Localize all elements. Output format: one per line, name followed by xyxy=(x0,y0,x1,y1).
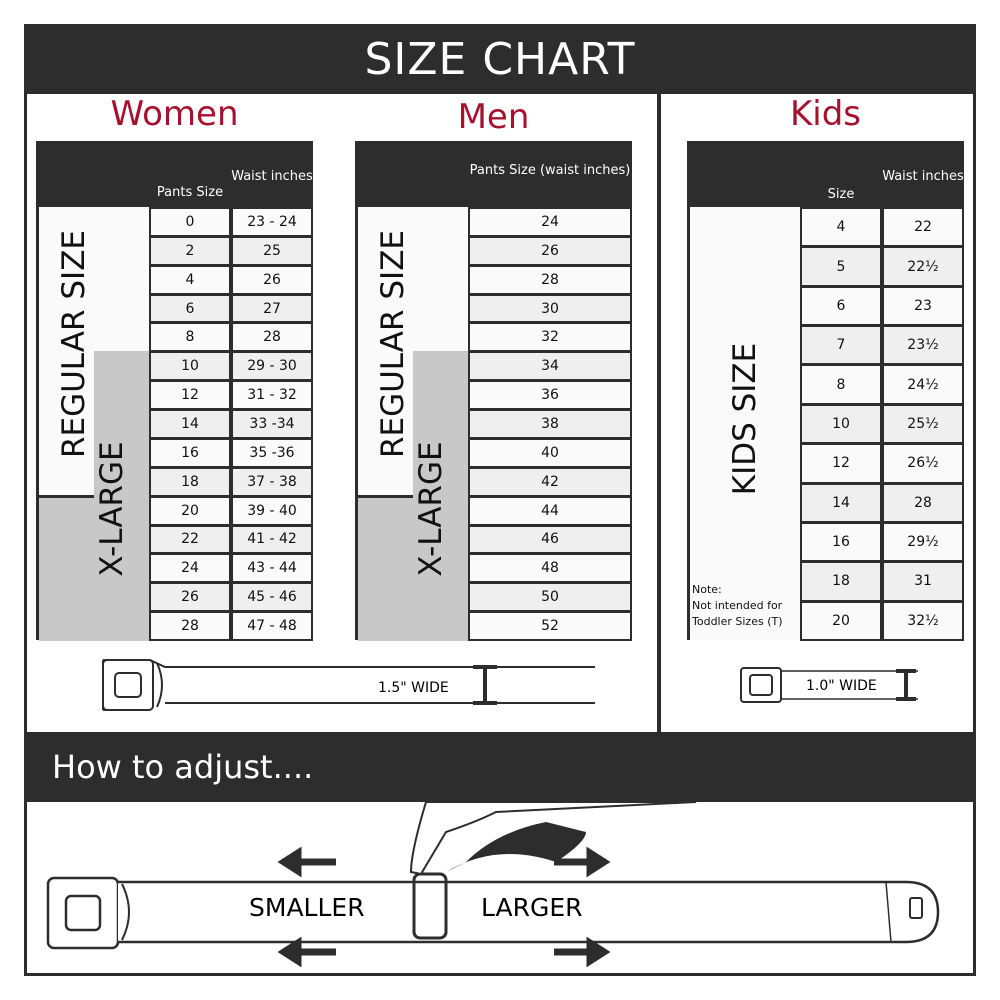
men-size-cell: 46 xyxy=(468,524,632,555)
women-xlarge-label: X-LARGE xyxy=(94,441,130,577)
women-size-cell: 4 xyxy=(149,264,231,295)
kids-waist-cell: 24½ xyxy=(882,364,964,405)
section-divider xyxy=(657,93,661,733)
women-size-cell: 10 xyxy=(149,351,231,382)
women-waist-cell: 29 - 30 xyxy=(231,351,313,382)
women-table: Pants Size Waist inches REGULAR SIZE X-L… xyxy=(36,141,313,641)
kids-size-cell: 10 xyxy=(800,403,882,445)
men-size-cell: 24 xyxy=(468,207,632,237)
men-size-cell: 28 xyxy=(468,264,632,295)
kids-size-cell: 16 xyxy=(800,521,882,563)
kids-waist-cell: 29½ xyxy=(882,521,964,563)
kids-label: KIDS SIZE xyxy=(727,342,763,496)
kids-col-waist: Waist inches xyxy=(882,169,964,184)
women-size-cell: 18 xyxy=(149,466,231,497)
women-size-cell: 8 xyxy=(149,322,231,353)
kids-size-cell: 18 xyxy=(800,561,882,602)
women-waist-cell: 23 - 24 xyxy=(231,207,313,237)
kids-size-cell: 14 xyxy=(800,482,882,523)
adjust-belt-illustration xyxy=(46,802,940,968)
women-size-cell: 20 xyxy=(149,495,231,526)
kids-title: Kids xyxy=(789,94,862,134)
women-belt-width: 1.5" WIDE xyxy=(378,680,449,696)
women-waist-cell: 47 - 48 xyxy=(231,611,313,641)
men-size-cell: 40 xyxy=(468,437,632,468)
kids-waist-cell: 32½ xyxy=(882,600,964,641)
kids-waist-cell: 22 xyxy=(882,207,964,248)
how-to-adjust-heading: How to adjust.... xyxy=(24,732,976,802)
men-size-cell: 26 xyxy=(468,235,632,266)
page-title: SIZE CHART xyxy=(24,24,976,94)
women-size-cell: 2 xyxy=(149,235,231,266)
kids-waist-cell: 26½ xyxy=(882,443,964,484)
women-waist-cell: 27 xyxy=(231,293,313,324)
men-size-cell: 34 xyxy=(468,351,632,382)
men-size-cell: 44 xyxy=(468,495,632,526)
men-col-size: Pants Size (waist inches) xyxy=(469,163,631,178)
men-size-cell: 48 xyxy=(468,553,632,584)
men-regular-label: REGULAR SIZE xyxy=(375,229,411,459)
kids-size-cell: 12 xyxy=(800,443,882,484)
men-size-cell: 38 xyxy=(468,409,632,439)
men-table: Pants Size (waist inches) REGULAR SIZE X… xyxy=(355,141,632,641)
women-waist-cell: 37 - 38 xyxy=(231,466,313,497)
women-size-cell: 6 xyxy=(149,293,231,324)
kids-waist-cell: 23 xyxy=(882,285,964,327)
women-size-cell: 12 xyxy=(149,380,231,411)
women-size-cell: 16 xyxy=(149,437,231,468)
men-size-cell: 42 xyxy=(468,466,632,497)
men-size-cell: 30 xyxy=(468,293,632,324)
kids-col-size: Size xyxy=(827,187,855,202)
women-waist-cell: 28 xyxy=(231,322,313,353)
women-size-cell: 26 xyxy=(149,582,231,613)
women-waist-cell: 26 xyxy=(231,264,313,295)
kids-waist-cell: 25½ xyxy=(882,403,964,445)
kids-waist-cell: 31 xyxy=(882,561,964,602)
kids-waist-cell: 22½ xyxy=(882,246,964,287)
women-regular-label: REGULAR SIZE xyxy=(56,229,92,459)
women-waist-cell: 45 - 46 xyxy=(231,582,313,613)
women-waist-cell: 35 -36 xyxy=(231,437,313,468)
women-size-cell: 0 xyxy=(149,207,231,237)
men-xlarge-label: X-LARGE xyxy=(413,441,449,577)
men-size-cell: 52 xyxy=(468,611,632,641)
women-size-cell: 14 xyxy=(149,409,231,439)
women-waist-cell: 33 -34 xyxy=(231,409,313,439)
larger-label: LARGER xyxy=(481,893,583,922)
women-size-cell: 24 xyxy=(149,553,231,584)
women-waist-cell: 43 - 44 xyxy=(231,553,313,584)
men-size-cell: 50 xyxy=(468,582,632,613)
women-waist-cell: 25 xyxy=(231,235,313,266)
women-title: Women xyxy=(110,94,239,134)
women-col-waist: Waist inches xyxy=(231,169,313,184)
kids-belt-width: 1.0" WIDE xyxy=(806,678,877,694)
kids-size-cell: 4 xyxy=(800,207,882,248)
kids-waist-cell: 23½ xyxy=(882,325,964,366)
kids-size-cell: 5 xyxy=(800,246,882,287)
kids-waist-cell: 28 xyxy=(882,482,964,523)
kids-size-cell: 8 xyxy=(800,364,882,405)
men-title: Men xyxy=(457,97,530,137)
women-size-cell: 28 xyxy=(149,611,231,641)
smaller-label: SMALLER xyxy=(249,893,365,922)
kids-size-cell: 20 xyxy=(800,600,882,641)
kids-size-cell: 7 xyxy=(800,325,882,366)
kids-note: Note: Not intended for Toddler Sizes (T) xyxy=(692,583,783,628)
kids-region xyxy=(690,207,800,640)
women-waist-cell: 41 - 42 xyxy=(231,524,313,555)
belt-1-5-illustration xyxy=(102,659,595,711)
women-size-cell: 22 xyxy=(149,524,231,555)
kids-size-cell: 6 xyxy=(800,285,882,327)
women-col-size: Pants Size xyxy=(156,185,224,200)
belt-1-0-illustration xyxy=(740,667,918,703)
men-size-cell: 36 xyxy=(468,380,632,411)
kids-table: Size Waist inches KIDS SIZE Note: Not in… xyxy=(687,141,964,641)
men-size-cell: 32 xyxy=(468,322,632,353)
women-waist-cell: 39 - 40 xyxy=(231,495,313,526)
women-waist-cell: 31 - 32 xyxy=(231,380,313,411)
